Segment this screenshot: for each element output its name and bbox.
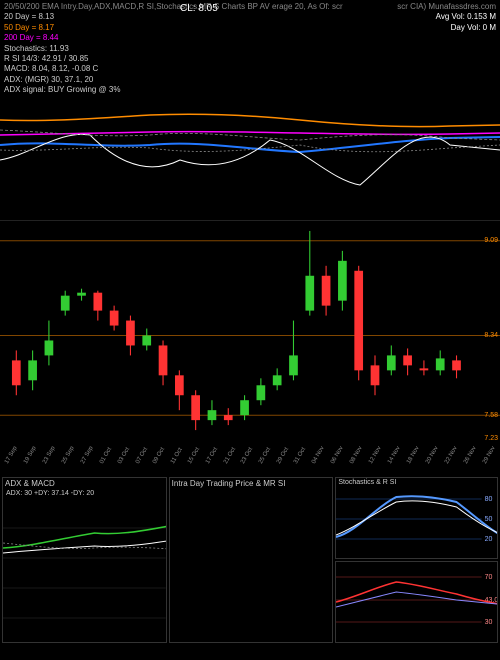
svg-text:70: 70 (485, 574, 493, 581)
header-line1: 20/50/200 EMA Intry.Day,ADX,MACD,R SI,St… (4, 2, 343, 12)
stochastics-panel: Stochastics & R SI 80 50 20 (335, 477, 498, 559)
macd: MACD: 8.04, 8.12, -0.08 C (4, 64, 496, 74)
lower-panels: ADX & MACD ADX: 30 +DY: 37.14 -DY: 20 In… (0, 475, 500, 645)
adx: ADX: (MGR) 30, 37.1, 20 (4, 75, 496, 85)
svg-text:30: 30 (485, 619, 493, 626)
intraday-panel: Intra Day Trading Price & MR SI (169, 477, 334, 643)
date-axis: 17 Sep19 Sep23 Sep25 Sep27 Sep01 Oct03 O… (0, 450, 500, 475)
source-label: scr CIA) Munafassdres.com (397, 2, 496, 12)
svg-text:20: 20 (485, 536, 493, 543)
rsi-panel: 7043.0430 (335, 561, 498, 643)
y-axis-label: 9.09 (484, 237, 498, 244)
ma-chart (0, 90, 500, 220)
stoch-rsi-stack: Stochastics & R SI 80 50 20 7043.0430 (335, 477, 498, 643)
ma200: 200 Day = 8.44 (4, 33, 496, 43)
header-info: 20/50/200 EMA Intry.Day,ADX,MACD,R SI,St… (0, 0, 500, 90)
y-axis-label: 7.23 (484, 435, 498, 442)
adx-macd-panel: ADX & MACD ADX: 30 +DY: 37.14 -DY: 20 (2, 477, 167, 643)
stochastics: Stochastics: 11.93 (4, 44, 496, 54)
close-price: CL: 8.05 (180, 2, 218, 15)
panel-title-adx: ADX & MACD (3, 478, 166, 489)
rsi: R SI 14/3: 42.91 / 30.85 (4, 54, 496, 64)
y-axis-label: 7.58 (484, 412, 498, 419)
avg-vol: Avg Vol: 0.153 M (397, 12, 496, 22)
svg-text:80: 80 (485, 496, 493, 503)
candlestick-chart: 9.09 8.34 7.58 7.23 (0, 220, 500, 450)
y-axis-label: 8.34 (484, 332, 498, 339)
panel-title-stoch: Stochastics & R SI (336, 478, 497, 487)
adx-values: ADX: 30 +DY: 37.14 -DY: 20 (3, 489, 166, 498)
svg-text:50: 50 (485, 516, 493, 523)
panel-title-intraday: Intra Day Trading Price & MR SI (170, 478, 333, 489)
day-vol: Day Vol: 0 M (397, 23, 496, 33)
